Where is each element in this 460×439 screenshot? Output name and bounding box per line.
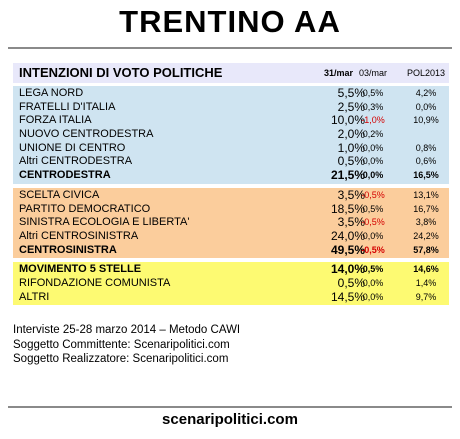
footer-site: scenaripolitici.com	[162, 411, 298, 428]
value-pol2013: 14,6%	[413, 264, 439, 275]
party-name: Altri CENTRODESTRA	[19, 155, 133, 168]
note-line: Interviste 25-28 marzo 2014 – Metodo CAW…	[13, 324, 241, 336]
value-03mar: -0,5%	[361, 217, 385, 228]
table-header: INTENZIONI DI VOTO POLITICHE 31/mar 03/m…	[13, 63, 449, 83]
party-name: PARTITO DEMOCRATICO	[19, 202, 151, 215]
table-row: Altri CENTROSINISTRA 24,0% 0,0% 24,2%	[13, 228, 449, 244]
table-row: MOVIMENTO 5 STELLE 14,0% 0,5% 14,6%	[13, 263, 449, 277]
value-03mar: 0,0%	[362, 277, 384, 288]
value-31mar: 14,5%	[330, 289, 365, 304]
table-row: Altri CENTRODESTRA 0,5% 0,0% 0,6%	[13, 155, 449, 169]
value-31mar: 2,0%	[337, 127, 365, 142]
header-col-03mar: 03/mar	[358, 68, 387, 78]
party-name: SINISTRA ECOLOGIA E LIBERTA'	[19, 216, 190, 229]
value-03mar: 0,5%	[362, 88, 384, 98]
value-31mar: 3,5%	[337, 215, 365, 230]
value-pol2013: 24,2%	[413, 230, 439, 241]
value-31mar: 10,0%	[330, 113, 365, 128]
value-03mar: 0,0%	[362, 291, 384, 302]
centrosinistra-block: SCELTA CIVICA 3,5% -0,5% 13,1% PARTITO D…	[13, 187, 449, 259]
value-pol2013: 0,0%	[415, 101, 437, 112]
table-row: PARTITO DEMOCRATICO 18,5% 0,5% 16,7%	[13, 201, 449, 217]
value-pol2013: 13,1%	[413, 189, 439, 200]
value-03mar: -1,0%	[361, 115, 385, 126]
value-31mar: 1,0%	[337, 140, 365, 155]
value-pol2013: 0,6%	[415, 156, 437, 167]
party-name: UNIONE DI CENTRO	[19, 141, 126, 154]
value-31mar: 21,5%	[330, 168, 365, 183]
table-row: LEGA NORD 5,5% 0,5% 4,2%	[13, 86, 449, 101]
value-03mar: 0,5%	[362, 264, 384, 275]
value-31mar: 0,5%	[337, 154, 365, 169]
top-divider	[8, 47, 452, 49]
header-col-pol2013: POL2013	[406, 68, 446, 78]
value-31mar: 5,5%	[337, 86, 365, 100]
altri-block: MOVIMENTO 5 STELLE 14,0% 0,5% 14,6% RIFO…	[13, 262, 449, 306]
value-pol2013: 16,5%	[413, 170, 439, 181]
value-pol2013: 10,9%	[413, 115, 439, 126]
party-name: NUOVO CENTRODESTRA	[19, 128, 154, 141]
value-31mar: 18,5%	[330, 201, 365, 216]
note-line: Soggetto Committente: Scenaripolitici.co…	[13, 338, 230, 351]
value-31mar: 14,0%	[330, 262, 365, 277]
value-03mar: 0,0%	[362, 170, 384, 181]
party-name: FRATELLI D'ITALIA	[19, 100, 116, 113]
centrosinistra-total-row: CENTROSINISTRA 49,5% -0,5% 57,8%	[13, 242, 449, 258]
value-pol2013: 1,4%	[415, 277, 437, 288]
value-31mar: 3,5%	[337, 187, 365, 202]
value-03mar: 0,3%	[362, 101, 384, 112]
value-03mar: 0,0%	[362, 230, 384, 241]
value-pol2013: 16,7%	[413, 203, 439, 214]
value-pol2013: 9,7%	[415, 291, 437, 302]
party-name: FORZA ITALIA	[19, 114, 92, 127]
party-name: Altri CENTROSINISTRA	[19, 229, 139, 242]
centrodestra-block: LEGA NORD 5,5% 0,5% 4,2% FRATELLI D'ITAL…	[13, 86, 449, 184]
value-03mar: -0,5%	[361, 244, 385, 255]
value-31mar: 0,5%	[337, 275, 365, 290]
group-name: CENTRODESTRA	[19, 169, 111, 182]
note-line: Soggetto Realizzatore: Scenaripolitici.c…	[13, 353, 229, 365]
group-name: CENTROSINISTRA	[19, 243, 117, 256]
value-03mar: -0,5%	[361, 189, 385, 200]
party-name: SCELTA CIVICA	[19, 188, 100, 201]
value-03mar: 0,2%	[362, 129, 384, 140]
table-row: RIFONDAZIONE COMUNISTA 0,5% 0,0% 1,4%	[13, 275, 449, 291]
table-row: FRATELLI D'ITALIA 2,5% 0,3% 0,0%	[13, 99, 449, 115]
table-row: NUOVO CENTRODESTRA 2,0% 0,2%	[13, 127, 449, 142]
party-name: MOVIMENTO 5 STELLE	[19, 263, 142, 276]
table-row: UNIONE DI CENTRO 1,0% 0,0% 0,8%	[13, 140, 449, 156]
value-03mar: 0,5%	[362, 203, 384, 214]
table-row: SINISTRA ECOLOGIA E LIBERTA' 3,5% -0,5% …	[13, 215, 449, 230]
header-col-31mar: 31/mar	[323, 68, 353, 78]
header-label: INTENZIONI DI VOTO POLITICHE	[19, 65, 223, 80]
value-pol2013: 0,8%	[415, 142, 437, 153]
centrodestra-total-row: CENTRODESTRA 21,5% 0,0% 16,5%	[13, 168, 449, 183]
value-31mar: 2,5%	[337, 99, 365, 114]
value-pol2013: 4,2%	[415, 88, 437, 98]
party-name: RIFONDAZIONE COMUNISTA	[19, 276, 171, 289]
survey-notes: Interviste 25-28 marzo 2014 – Metodo CAW…	[13, 323, 240, 367]
value-31mar: 24,0%	[330, 228, 365, 243]
party-name: LEGA NORD	[19, 87, 84, 99]
bottom-divider	[8, 406, 452, 408]
table-row: FORZA ITALIA 10,0% -1,0% 10,9%	[13, 114, 449, 128]
poll-table: INTENZIONI DI VOTO POLITICHE 31/mar 03/m…	[13, 63, 449, 306]
table-row: SCELTA CIVICA 3,5% -0,5% 13,1%	[13, 187, 449, 203]
value-03mar: 0,0%	[362, 156, 384, 167]
value-pol2013: 3,8%	[415, 217, 437, 228]
value-03mar: 0,0%	[362, 142, 384, 153]
value-pol2013: 57,8%	[413, 244, 439, 255]
party-name: ALTRI	[19, 290, 50, 303]
table-row: ALTRI 14,5% 0,0% 9,7%	[13, 289, 449, 305]
value-31mar: 49,5%	[330, 242, 365, 257]
page-title: TRENTINO AA	[119, 4, 341, 39]
